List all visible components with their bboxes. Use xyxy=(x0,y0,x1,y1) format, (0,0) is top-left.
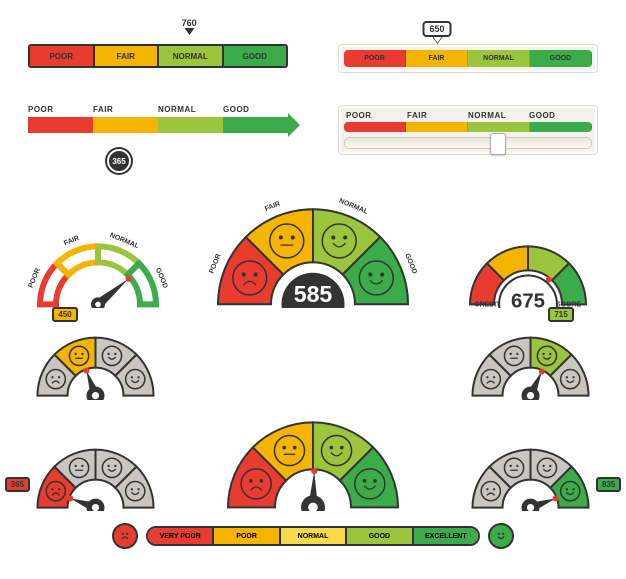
gauge-row-3: 365 835 xyxy=(28,405,598,511)
gauge-tag: 365 xyxy=(5,477,30,492)
pill-segment: Normal xyxy=(281,528,347,544)
svg-text:585: 585 xyxy=(294,281,333,307)
gauge-grey-4: 835 xyxy=(463,436,598,512)
row-1: POORFAIRNORMALGOOD 760 POORFAIRNORMALGOO… xyxy=(28,44,598,73)
bar-1-value: 760 xyxy=(182,18,197,28)
svg-text:FAIR: FAIR xyxy=(264,200,281,213)
pill-segment: Very Poor xyxy=(148,528,214,544)
gauge-credit: CREDITSCORE675 xyxy=(458,230,598,308)
gauge-row-2: 450 715 xyxy=(28,324,598,400)
svg-text:CREDIT: CREDIT xyxy=(474,301,501,308)
gauge-grey-3: 365 xyxy=(28,436,163,512)
svg-text:POOR: POOR xyxy=(208,253,222,275)
bar-3-drop: 365 xyxy=(107,149,131,173)
gauge-grey-1: 450 xyxy=(28,324,163,400)
gauge-tag: 450 xyxy=(52,307,77,322)
bar-4-knob[interactable] xyxy=(490,133,506,155)
bottom-pill: Very PoorPoorNormalGoodExcellent xyxy=(28,523,598,549)
face-sad-icon xyxy=(112,523,138,549)
bar-4: POORFAIRNORMALGOOD xyxy=(338,105,598,155)
row-2: POORFAIRNORMALGOOD 365 POORFAIRNORMALGOO… xyxy=(28,105,598,155)
bar-2-pin: 650 xyxy=(423,21,452,43)
gauge-tag: 835 xyxy=(596,477,621,492)
svg-text:FAIR: FAIR xyxy=(63,235,80,248)
pill-segment: Excellent xyxy=(414,528,478,544)
segment: NORMAL xyxy=(159,46,224,66)
svg-text:GOOD: GOOD xyxy=(403,253,418,275)
bar-2-value: 650 xyxy=(423,21,452,37)
segment: FAIR xyxy=(406,50,468,67)
pill-segment: Good xyxy=(347,528,413,544)
gauge-grey-2: 715 xyxy=(463,324,598,400)
segment: FAIR xyxy=(95,46,160,66)
svg-text:675: 675 xyxy=(511,290,545,308)
segment: NORMAL xyxy=(468,50,530,67)
segment: GOOD xyxy=(530,50,592,67)
gauge-big: POORFAIRNORMALGOOD585 xyxy=(203,185,423,308)
bar-3-value: 365 xyxy=(107,149,131,173)
face-smile-icon xyxy=(488,523,514,549)
bar-3: POORFAIRNORMALGOOD 365 xyxy=(28,105,288,155)
bar-1: POORFAIRNORMALGOOD 760 xyxy=(28,44,288,73)
gauge-row-1: POORFAIRNORMALGOOD POORFAIRNORMALGOOD585… xyxy=(28,185,598,308)
segment: POOR xyxy=(30,46,95,66)
gauge-outline: POORFAIRNORMALGOOD xyxy=(28,230,168,308)
segment: GOOD xyxy=(224,46,287,66)
bar-1-pin: 760 xyxy=(182,18,197,35)
pill-segment: Poor xyxy=(214,528,280,544)
gauge-tag: 715 xyxy=(548,307,573,322)
gauge-center xyxy=(218,405,408,511)
segment: POOR xyxy=(344,50,406,67)
bar-2: POORFAIRNORMALGOOD 650 xyxy=(338,44,598,73)
